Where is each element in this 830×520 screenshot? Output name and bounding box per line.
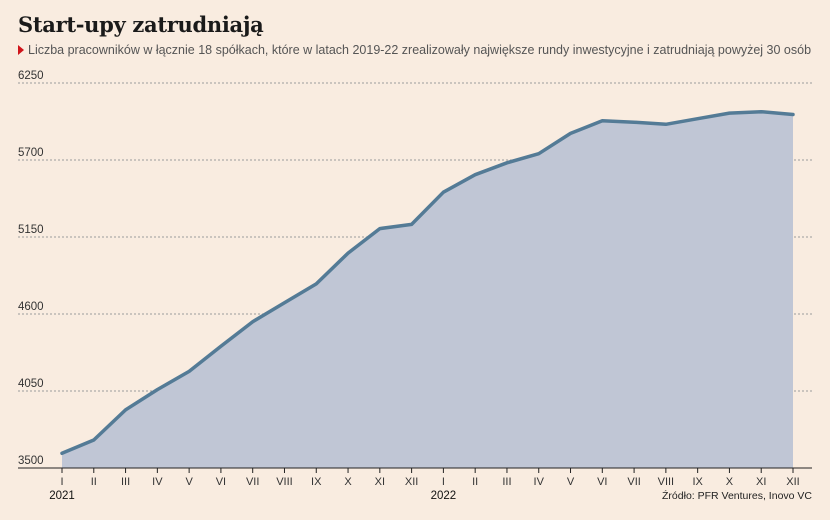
x-tick-label: VIII <box>658 476 675 488</box>
y-tick-label: 5150 <box>18 224 44 236</box>
x-tick-label: X <box>344 476 352 488</box>
y-tick-label: 3500 <box>18 455 44 467</box>
y-tick-label: 5700 <box>18 147 44 159</box>
x-tick-label: VI <box>216 476 226 488</box>
y-tick-label: 4050 <box>18 378 44 390</box>
red-triangle-icon <box>18 45 24 55</box>
x-tick-label: IV <box>534 476 545 488</box>
x-tick-label: XI <box>375 476 385 488</box>
year-label: 2022 <box>431 490 457 502</box>
source-note: Źródło: PFR Ventures, Inovo VC <box>662 490 812 502</box>
x-tick-label: III <box>502 476 511 488</box>
x-tick-label: XI <box>756 476 766 488</box>
x-tick-label: IX <box>311 476 322 488</box>
x-tick-label: VIII <box>276 476 293 488</box>
year-label: 2021 <box>49 490 75 502</box>
series-line <box>60 109 795 456</box>
x-tick-label: II <box>472 476 478 488</box>
x-tick-label: I <box>442 476 445 488</box>
x-tick-label: XII <box>786 476 799 488</box>
x-tick-label: IV <box>152 476 163 488</box>
x-tick-label: X <box>726 476 734 488</box>
chart-subtitle: Liczba pracowników w łącznie 18 spółkach… <box>18 43 811 57</box>
area-fill <box>62 111 793 468</box>
x-tick-label: IX <box>692 476 703 488</box>
subtitle-text: Liczba pracowników w łącznie 18 spółkach… <box>28 43 812 57</box>
x-tick-label: II <box>91 476 97 488</box>
y-tick-label: 6250 <box>18 70 44 82</box>
x-tick-label: V <box>567 476 575 488</box>
y-tick-label: 4600 <box>18 301 44 313</box>
x-tick-label: VII <box>246 476 259 488</box>
chart-title: Start-upy zatrudniają <box>18 12 264 37</box>
x-tick-label: XII <box>405 476 418 488</box>
x-tick-label: III <box>121 476 130 488</box>
x-tick-label: V <box>185 476 193 488</box>
x-tick-label: I <box>60 476 63 488</box>
x-tick-label: VII <box>627 476 640 488</box>
x-tick-label: VI <box>597 476 607 488</box>
